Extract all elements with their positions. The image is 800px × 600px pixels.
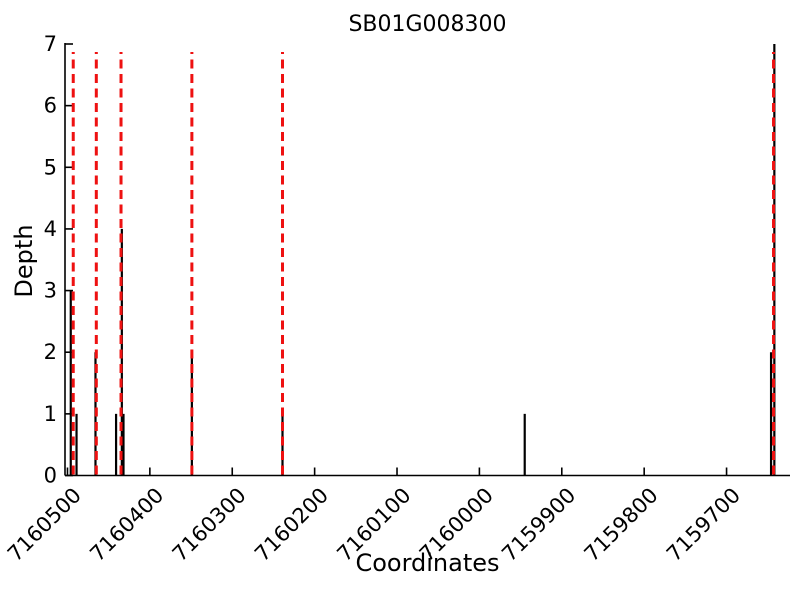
y-tick-label: 7: [44, 32, 57, 56]
y-axis-label: Depth: [10, 224, 38, 298]
y-tick-label: 1: [44, 402, 57, 426]
y-tick-label: 0: [44, 464, 57, 488]
y-tick-label: 5: [44, 155, 57, 179]
y-tick-label: 2: [44, 340, 57, 364]
y-tick-label: 3: [44, 279, 57, 303]
chart-title: SB01G008300: [348, 12, 507, 37]
x-axis-label: Coordinates: [355, 549, 500, 577]
y-tick-label: 4: [44, 217, 57, 241]
y-tick-label: 6: [44, 94, 57, 118]
